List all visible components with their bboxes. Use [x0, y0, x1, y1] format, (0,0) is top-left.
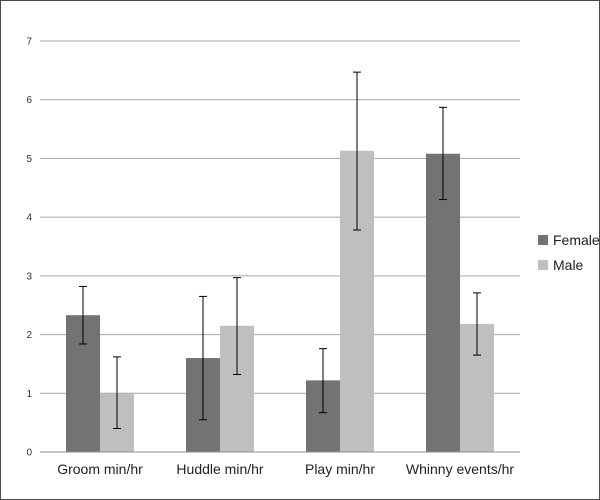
error-bar-male-0	[113, 356, 121, 430]
legend-label-female: Female	[553, 232, 600, 248]
y-tick-label: 4	[26, 213, 32, 224]
y-axis: 0 1 2 3 4 5 6 7	[26, 37, 32, 459]
legend: Female Male	[538, 232, 600, 273]
error-bar-female-2	[319, 348, 327, 414]
legend-swatch-male	[538, 260, 548, 270]
error-bar-female-1	[199, 295, 207, 421]
y-tick-label: 1	[26, 389, 32, 400]
y-tick-label: 3	[26, 271, 32, 282]
error-bar-female-3	[439, 106, 447, 201]
error-bar-female-0	[79, 285, 87, 345]
category-label: Groom min/hr	[57, 461, 143, 477]
y-tick-label: 2	[26, 330, 32, 341]
category-label: Whinny events/hr	[406, 461, 514, 477]
y-tick-label: 0	[26, 448, 32, 459]
y-tick-label: 5	[26, 154, 32, 165]
bar-female-3	[426, 153, 460, 452]
legend-swatch-female	[538, 235, 548, 245]
y-tick-label: 7	[26, 37, 32, 48]
error-bar-male-3	[473, 292, 481, 356]
error-bars	[79, 71, 481, 430]
bars	[66, 150, 494, 452]
y-tick-label: 6	[26, 95, 32, 106]
error-bar-male-2	[353, 71, 361, 231]
legend-label-male: Male	[553, 257, 584, 273]
error-bar-male-1	[233, 277, 241, 375]
category-labels: Groom min/hr Huddle min/hr Play min/hr Whin…	[57, 461, 514, 477]
category-label: Huddle min/hr	[176, 461, 263, 477]
category-label: Play min/hr	[305, 461, 375, 477]
